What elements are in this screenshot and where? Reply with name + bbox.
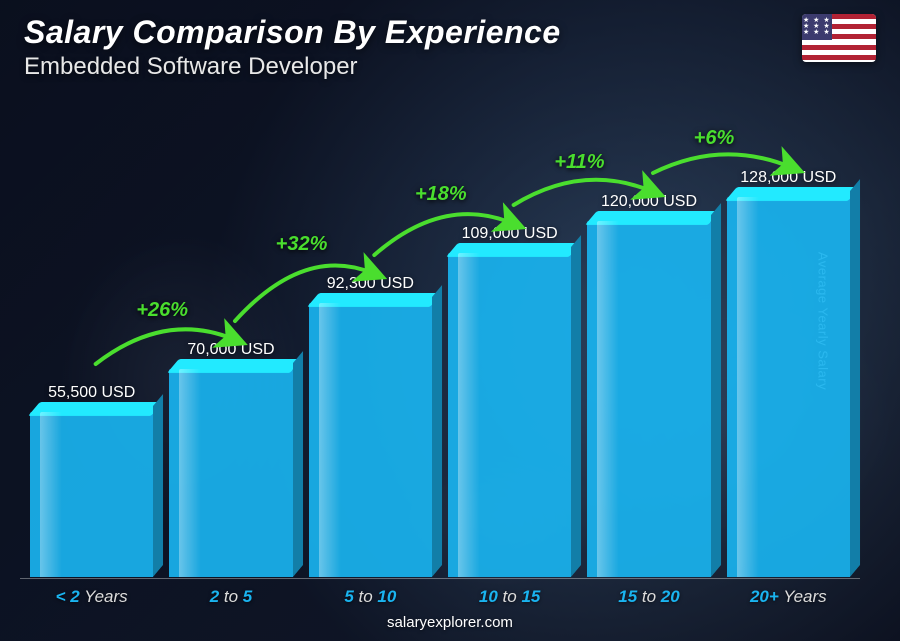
bar-4: 120,000 USD15 to 20	[587, 100, 710, 577]
header: Salary Comparison By Experience Embedded…	[24, 14, 876, 81]
bar-rect	[448, 253, 571, 577]
x-axis-label: 10 to 15	[448, 587, 571, 607]
increase-pct-label: +32%	[276, 233, 328, 256]
bar-5: 128,000 USD20+ Years	[727, 100, 850, 577]
bar-value-label: 92,300 USD	[327, 275, 414, 293]
bar-rect	[169, 369, 292, 577]
increase-pct-label: +26%	[136, 299, 188, 322]
bar-rect	[309, 303, 432, 577]
x-axis-label: < 2 Years	[30, 587, 153, 607]
bar-1: 70,000 USD2 to 5	[169, 100, 292, 577]
bar-rect	[587, 221, 710, 577]
source-attribution: salaryexplorer.com	[0, 614, 900, 631]
salary-bar-chart: 55,500 USD< 2 Years70,000 USD2 to 592,30…	[30, 100, 850, 577]
page-title: Salary Comparison By Experience	[24, 14, 561, 51]
bar-value-label: 70,000 USD	[187, 341, 274, 359]
bar-rect	[30, 412, 153, 577]
bar-value-label: 55,500 USD	[48, 384, 135, 402]
increase-pct-label: +18%	[415, 183, 467, 206]
bar-3: 109,000 USD10 to 15	[448, 100, 571, 577]
chart-baseline	[20, 578, 860, 579]
increase-pct-label: +11%	[554, 151, 604, 174]
bar-value-label: 109,000 USD	[462, 225, 558, 243]
bar-rect	[727, 197, 850, 577]
bar-0: 55,500 USD< 2 Years	[30, 100, 153, 577]
x-axis-label: 15 to 20	[587, 587, 710, 607]
x-axis-label: 2 to 5	[169, 587, 292, 607]
bar-value-label: 120,000 USD	[601, 193, 697, 211]
bar-value-label: 128,000 USD	[740, 169, 836, 187]
bar-2: 92,300 USD5 to 10	[309, 100, 432, 577]
x-axis-label: 5 to 10	[309, 587, 432, 607]
x-axis-label: 20+ Years	[727, 587, 850, 607]
page-subtitle: Embedded Software Developer	[24, 53, 561, 81]
increase-pct-label: +6%	[694, 127, 735, 150]
us-flag-icon: ★ ★ ★★ ★ ★★ ★ ★	[802, 14, 876, 62]
